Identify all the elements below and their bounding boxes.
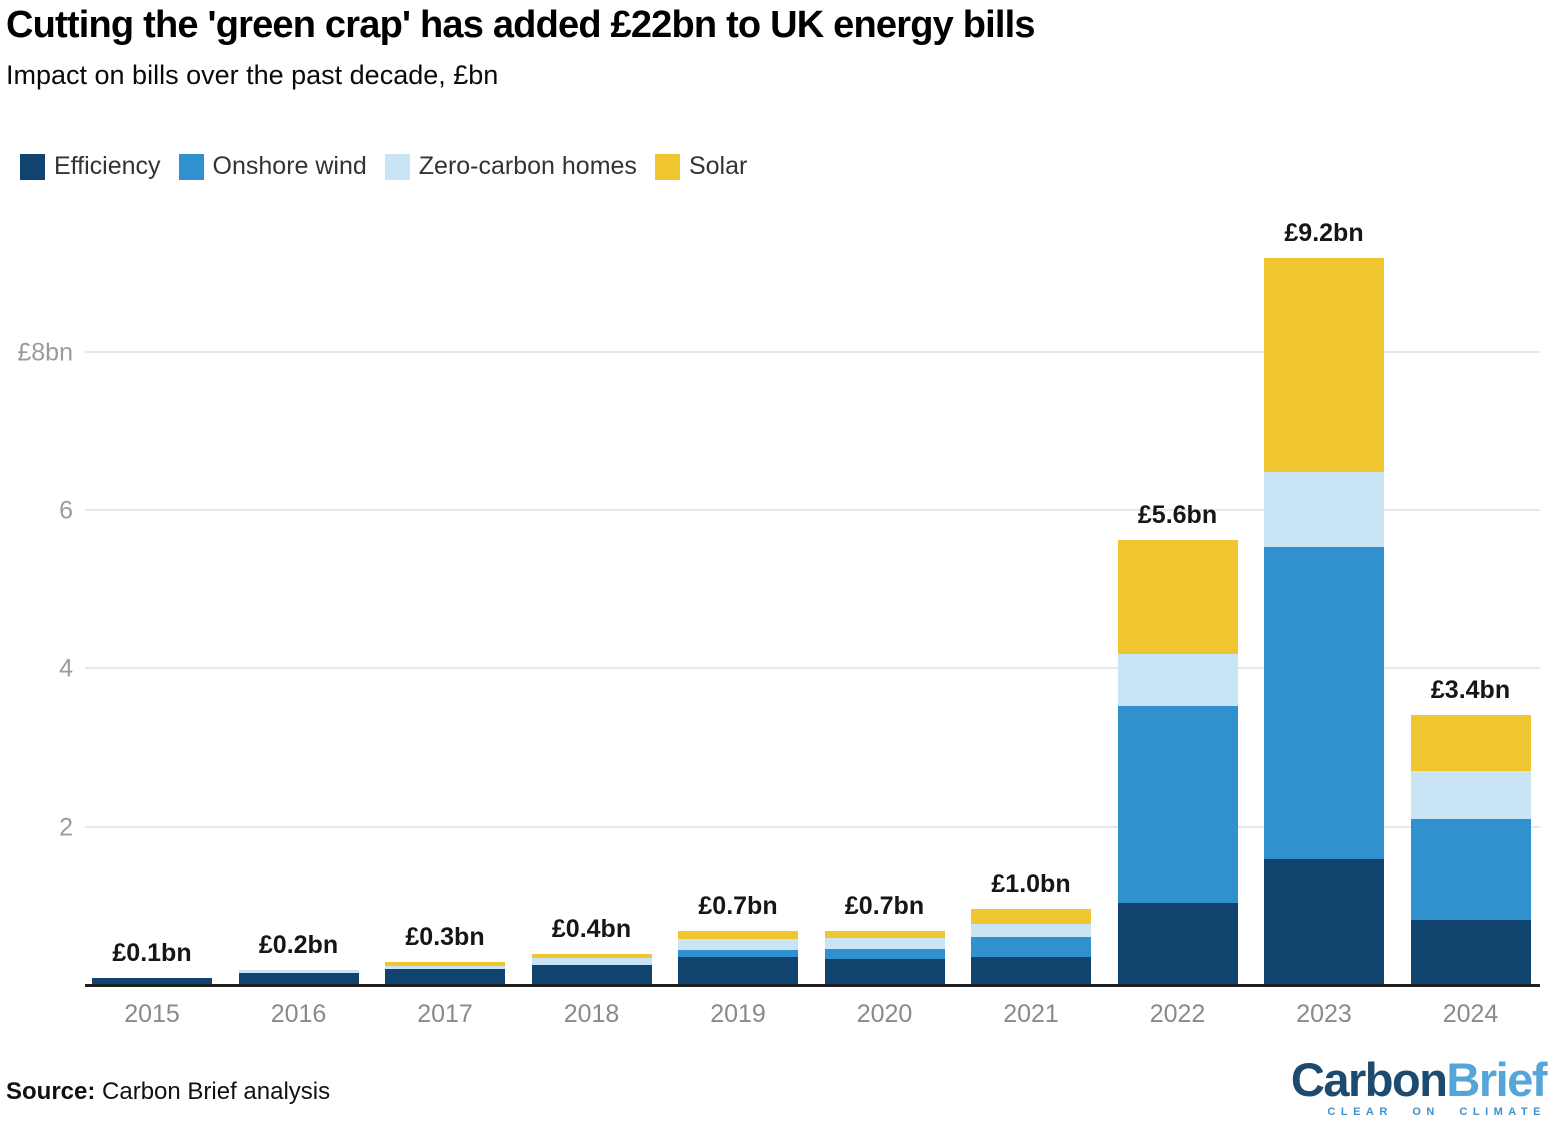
- bar-segment-onshore-wind-2019: [678, 949, 798, 957]
- logo-carbon-text: Carbon: [1290, 1053, 1448, 1106]
- bar-total-label-2018: £0.4bn: [551, 915, 632, 944]
- legend-item-onshore-wind: Onshore wind: [178, 152, 367, 181]
- gridline-4: [85, 667, 1540, 670]
- bar-segment-solar-2019: [678, 930, 798, 940]
- bar-total-label-2022: £5.6bn: [1137, 501, 1218, 530]
- y-tick-label-2: 2: [59, 813, 73, 842]
- bar-segment-efficiency-2016: [238, 973, 359, 986]
- legend-item-zero-carbon-homes: Zero-carbon homes: [384, 152, 637, 181]
- x-tick-label-2016: 2016: [270, 1000, 327, 1028]
- legend-swatch-onshore-wind: [178, 153, 204, 180]
- x-tick-label-2018: 2018: [563, 1000, 620, 1028]
- bar-segment-efficiency-2024: [1410, 919, 1531, 986]
- y-tick-label-4: 4: [59, 654, 73, 683]
- legend-label-efficiency: Efficiency: [54, 152, 161, 180]
- bar-segment-onshore-wind-2022: [1117, 705, 1238, 903]
- bar-total-label-2023: £9.2bn: [1284, 218, 1364, 247]
- bar-2023: [1264, 257, 1384, 986]
- bar-segment-zero-carbon-homes-2024: [1410, 770, 1531, 820]
- bar-2024: [1410, 715, 1531, 986]
- legend-swatch-zero-carbon-homes: [384, 153, 410, 180]
- bar-total-label-2016: £0.2bn: [258, 931, 339, 960]
- source-text: Carbon Brief analysis: [102, 1078, 331, 1105]
- bar-segment-zero-carbon-homes-2019: [678, 939, 798, 950]
- x-tick-label-2022: 2022: [1149, 1000, 1206, 1028]
- bar-segment-zero-carbon-homes-2017: [385, 966, 505, 970]
- bar-segment-zero-carbon-homes-2018: [531, 958, 652, 965]
- gridline-6: [85, 509, 1540, 512]
- x-tick-label-2019: 2019: [710, 1000, 766, 1028]
- bar-segment-efficiency-2022: [1117, 902, 1238, 986]
- bar-segment-onshore-wind-2024: [1410, 819, 1531, 920]
- source-note: Source: Carbon Brief analysis: [6, 1078, 330, 1106]
- bar-total-label-2017: £0.3bn: [405, 923, 485, 952]
- legend-swatch-solar: [654, 153, 680, 180]
- bar-segment-onshore-wind-2021: [971, 936, 1091, 957]
- bar-2021: [971, 909, 1091, 986]
- bar-segment-zero-carbon-homes-2023: [1264, 471, 1384, 547]
- bar-2015: [92, 978, 212, 986]
- legend-item-efficiency: Efficiency: [20, 152, 161, 181]
- bar-2016: [238, 970, 359, 986]
- legend-label-zero-carbon-homes: Zero-carbon homes: [418, 152, 637, 180]
- carbonbrief-logo: CarbonBrief CLEAR ON CLIMATE: [1290, 1053, 1548, 1118]
- bar-total-label-2015: £0.1bn: [112, 939, 192, 968]
- bar-segment-solar-2020: [824, 930, 945, 938]
- bar-2019: [678, 930, 798, 986]
- bar-segment-efficiency-2023: [1264, 859, 1384, 986]
- bar-segment-efficiency-2020: [824, 959, 945, 986]
- bar-segment-onshore-wind-2020: [824, 948, 945, 960]
- x-tick-label-2021: 2021: [1003, 1000, 1059, 1028]
- legend-swatch-efficiency: [20, 153, 45, 180]
- x-tick-label-2017: 2017: [417, 1000, 473, 1028]
- bar-segment-onshore-wind-2023: [1264, 546, 1384, 860]
- bar-segment-efficiency-2018: [531, 964, 652, 986]
- gridline-8: [85, 350, 1540, 353]
- bar-segment-solar-2021: [971, 909, 1091, 925]
- bar-segment-zero-carbon-homes-2021: [971, 924, 1091, 937]
- bar-segment-zero-carbon-homes-2016: [238, 970, 359, 974]
- legend: Efficiency Onshore wind Zero-carbon homes S…: [20, 152, 747, 181]
- carbonbrief-logo-wordmark: CarbonBrief: [1290, 1053, 1548, 1106]
- bar-segment-efficiency-2017: [385, 969, 505, 986]
- x-tick-label-2015: 2015: [124, 1000, 180, 1028]
- bar-segment-solar-2022: [1117, 540, 1238, 654]
- x-tick-label-2023: 2023: [1296, 1000, 1352, 1028]
- bar-segment-efficiency-2015: [92, 978, 212, 986]
- source-label: Source:: [6, 1078, 96, 1105]
- bar-segment-efficiency-2021: [971, 956, 1091, 986]
- legend-label-solar: Solar: [688, 152, 748, 180]
- bar-2022: [1117, 540, 1238, 986]
- bar-2017: [385, 962, 505, 986]
- bar-segment-zero-carbon-homes-2020: [824, 937, 945, 949]
- legend-label-onshore-wind: Onshore wind: [212, 152, 367, 180]
- bar-2020: [824, 930, 945, 986]
- bar-2018: [531, 954, 652, 986]
- y-tick-label-6: 6: [59, 496, 73, 525]
- bar-segment-solar-2023: [1264, 257, 1384, 472]
- plot-area: 2 4 6 £8bn £0.1bn 2015 £0.2bn 2016 £0.3bn 2017 £0.…: [17, 219, 1540, 1028]
- bar-segment-solar-2018: [531, 954, 652, 959]
- gridline-2: [85, 825, 1540, 828]
- bar-segment-solar-2017: [385, 962, 505, 967]
- bar-total-label-2021: £1.0bn: [991, 870, 1071, 899]
- bar-segment-solar-2024: [1410, 715, 1531, 771]
- legend-item-solar: Solar: [654, 152, 748, 181]
- chart-subtitle: Impact on bills over the past decade, £b…: [6, 60, 499, 90]
- logo-tagline: CLEAR ON CLIMATE: [1327, 1106, 1546, 1118]
- bar-segment-efficiency-2019: [678, 956, 798, 986]
- bar-total-label-2024: £3.4bn: [1430, 676, 1511, 705]
- chart-title: Cutting the 'green crap' has added £22bn…: [6, 4, 1036, 46]
- logo-brief-text: Brief: [1446, 1053, 1547, 1106]
- bar-total-label-2020: £0.7bn: [844, 891, 925, 920]
- y-tick-label-8: £8bn: [17, 338, 73, 367]
- bar-total-label-2019: £0.7bn: [698, 891, 778, 920]
- x-tick-label-2020: 2020: [856, 1000, 913, 1028]
- x-axis-line: [85, 984, 1540, 987]
- bar-segment-zero-carbon-homes-2022: [1117, 653, 1238, 706]
- x-tick-label-2024: 2024: [1442, 1000, 1499, 1028]
